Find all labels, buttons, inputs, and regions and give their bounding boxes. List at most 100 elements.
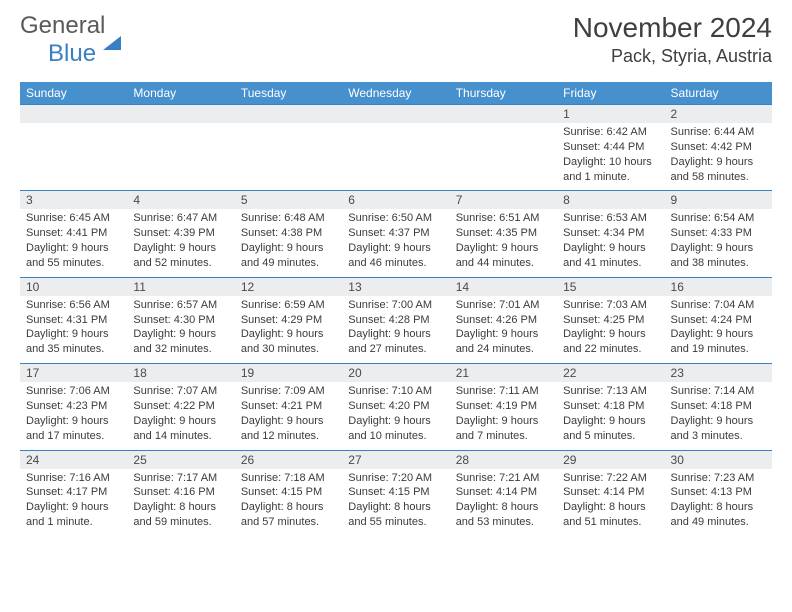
day-number: 20 <box>342 364 449 382</box>
day-number: 1 <box>557 105 664 123</box>
day-content: Sunrise: 7:22 AMSunset: 4:14 PMDaylight:… <box>557 469 664 536</box>
day-number: 2 <box>665 105 772 123</box>
day-number: 22 <box>557 364 664 382</box>
sunset-line: Sunset: 4:42 PM <box>671 140 766 155</box>
sunset-line: Sunset: 4:22 PM <box>133 399 228 414</box>
logo-text: General Blue <box>20 12 121 68</box>
sunset-line: Sunset: 4:35 PM <box>456 226 551 241</box>
daylight-line: Daylight: 9 hours and 19 minutes. <box>671 327 766 357</box>
weekday-header: Thursday <box>450 82 557 105</box>
sunset-line: Sunset: 4:19 PM <box>456 399 551 414</box>
day-content: Sunrise: 6:59 AMSunset: 4:29 PMDaylight:… <box>235 296 342 363</box>
sunrise-line: Sunrise: 6:45 AM <box>26 211 121 226</box>
sunset-line: Sunset: 4:34 PM <box>563 226 658 241</box>
sunrise-line: Sunrise: 6:56 AM <box>26 298 121 313</box>
day-content: Sunrise: 7:06 AMSunset: 4:23 PMDaylight:… <box>20 382 127 449</box>
day-content: Sunrise: 7:01 AMSunset: 4:26 PMDaylight:… <box>450 296 557 363</box>
sunset-line: Sunset: 4:29 PM <box>241 313 336 328</box>
daylight-line: Daylight: 9 hours and 7 minutes. <box>456 414 551 444</box>
day-number: 25 <box>127 451 234 469</box>
sunrise-line: Sunrise: 7:17 AM <box>133 471 228 486</box>
sunrise-line: Sunrise: 7:11 AM <box>456 384 551 399</box>
sunrise-line: Sunrise: 7:16 AM <box>26 471 121 486</box>
daylight-line: Daylight: 9 hours and 17 minutes. <box>26 414 121 444</box>
day-number: 26 <box>235 451 342 469</box>
calendar-cell: 20Sunrise: 7:10 AMSunset: 4:20 PMDayligh… <box>342 364 449 450</box>
sunset-line: Sunset: 4:39 PM <box>133 226 228 241</box>
day-content: Sunrise: 7:21 AMSunset: 4:14 PMDaylight:… <box>450 469 557 536</box>
day-number: 5 <box>235 191 342 209</box>
day-number: 8 <box>557 191 664 209</box>
sunrise-line: Sunrise: 6:51 AM <box>456 211 551 226</box>
logo: General Blue <box>20 12 121 68</box>
weekday-header: Wednesday <box>342 82 449 105</box>
day-content: Sunrise: 6:57 AMSunset: 4:30 PMDaylight:… <box>127 296 234 363</box>
day-content: Sunrise: 6:45 AMSunset: 4:41 PMDaylight:… <box>20 209 127 276</box>
sunset-line: Sunset: 4:37 PM <box>348 226 443 241</box>
calendar-week: 17Sunrise: 7:06 AMSunset: 4:23 PMDayligh… <box>20 364 772 450</box>
day-content: Sunrise: 7:23 AMSunset: 4:13 PMDaylight:… <box>665 469 772 536</box>
daylight-line: Daylight: 8 hours and 53 minutes. <box>456 500 551 530</box>
sunset-line: Sunset: 4:17 PM <box>26 485 121 500</box>
sunrise-line: Sunrise: 7:09 AM <box>241 384 336 399</box>
day-number: 19 <box>235 364 342 382</box>
sunrise-line: Sunrise: 6:57 AM <box>133 298 228 313</box>
logo-triangle-icon <box>103 24 121 50</box>
day-number: 30 <box>665 451 772 469</box>
day-number: 12 <box>235 278 342 296</box>
day-number: 16 <box>665 278 772 296</box>
daylight-line: Daylight: 8 hours and 57 minutes. <box>241 500 336 530</box>
day-number: 13 <box>342 278 449 296</box>
daylight-line: Daylight: 10 hours and 1 minute. <box>563 155 658 185</box>
calendar-week: 10Sunrise: 6:56 AMSunset: 4:31 PMDayligh… <box>20 277 772 363</box>
daylight-line: Daylight: 8 hours and 59 minutes. <box>133 500 228 530</box>
calendar-cell <box>342 105 449 191</box>
daylight-line: Daylight: 9 hours and 12 minutes. <box>241 414 336 444</box>
day-content: Sunrise: 6:54 AMSunset: 4:33 PMDaylight:… <box>665 209 772 276</box>
day-content: Sunrise: 7:16 AMSunset: 4:17 PMDaylight:… <box>20 469 127 536</box>
calendar-cell: 14Sunrise: 7:01 AMSunset: 4:26 PMDayligh… <box>450 277 557 363</box>
calendar-week: 3Sunrise: 6:45 AMSunset: 4:41 PMDaylight… <box>20 191 772 277</box>
day-number: 24 <box>20 451 127 469</box>
daylight-line: Daylight: 9 hours and 14 minutes. <box>133 414 228 444</box>
sunset-line: Sunset: 4:13 PM <box>671 485 766 500</box>
day-content: Sunrise: 6:42 AMSunset: 4:44 PMDaylight:… <box>557 123 664 190</box>
calendar-cell: 23Sunrise: 7:14 AMSunset: 4:18 PMDayligh… <box>665 364 772 450</box>
weekday-header: Saturday <box>665 82 772 105</box>
calendar-table: SundayMondayTuesdayWednesdayThursdayFrid… <box>20 82 772 536</box>
sunrise-line: Sunrise: 6:47 AM <box>133 211 228 226</box>
day-number: 28 <box>450 451 557 469</box>
daylight-line: Daylight: 9 hours and 27 minutes. <box>348 327 443 357</box>
header: General Blue November 2024 Pack, Styria,… <box>20 12 772 68</box>
day-number: 17 <box>20 364 127 382</box>
page-title: November 2024 <box>573 12 772 44</box>
daylight-line: Daylight: 9 hours and 24 minutes. <box>456 327 551 357</box>
day-number-empty <box>450 105 557 123</box>
weekday-header: Sunday <box>20 82 127 105</box>
sunrise-line: Sunrise: 6:53 AM <box>563 211 658 226</box>
calendar-cell: 2Sunrise: 6:44 AMSunset: 4:42 PMDaylight… <box>665 105 772 191</box>
day-content: Sunrise: 6:47 AMSunset: 4:39 PMDaylight:… <box>127 209 234 276</box>
day-number: 3 <box>20 191 127 209</box>
daylight-line: Daylight: 9 hours and 35 minutes. <box>26 327 121 357</box>
sunset-line: Sunset: 4:41 PM <box>26 226 121 241</box>
daylight-line: Daylight: 9 hours and 3 minutes. <box>671 414 766 444</box>
sunset-line: Sunset: 4:15 PM <box>241 485 336 500</box>
calendar-cell: 7Sunrise: 6:51 AMSunset: 4:35 PMDaylight… <box>450 191 557 277</box>
daylight-line: Daylight: 9 hours and 1 minute. <box>26 500 121 530</box>
daylight-line: Daylight: 9 hours and 32 minutes. <box>133 327 228 357</box>
calendar-cell: 30Sunrise: 7:23 AMSunset: 4:13 PMDayligh… <box>665 450 772 536</box>
calendar-cell: 6Sunrise: 6:50 AMSunset: 4:37 PMDaylight… <box>342 191 449 277</box>
sunset-line: Sunset: 4:20 PM <box>348 399 443 414</box>
daylight-line: Daylight: 9 hours and 38 minutes. <box>671 241 766 271</box>
calendar-cell: 9Sunrise: 6:54 AMSunset: 4:33 PMDaylight… <box>665 191 772 277</box>
calendar-cell: 4Sunrise: 6:47 AMSunset: 4:39 PMDaylight… <box>127 191 234 277</box>
sunset-line: Sunset: 4:26 PM <box>456 313 551 328</box>
day-content: Sunrise: 6:56 AMSunset: 4:31 PMDaylight:… <box>20 296 127 363</box>
calendar-cell: 17Sunrise: 7:06 AMSunset: 4:23 PMDayligh… <box>20 364 127 450</box>
day-content: Sunrise: 6:44 AMSunset: 4:42 PMDaylight:… <box>665 123 772 190</box>
calendar-cell: 21Sunrise: 7:11 AMSunset: 4:19 PMDayligh… <box>450 364 557 450</box>
logo-general: General <box>20 12 105 39</box>
day-number: 14 <box>450 278 557 296</box>
daylight-line: Daylight: 9 hours and 10 minutes. <box>348 414 443 444</box>
